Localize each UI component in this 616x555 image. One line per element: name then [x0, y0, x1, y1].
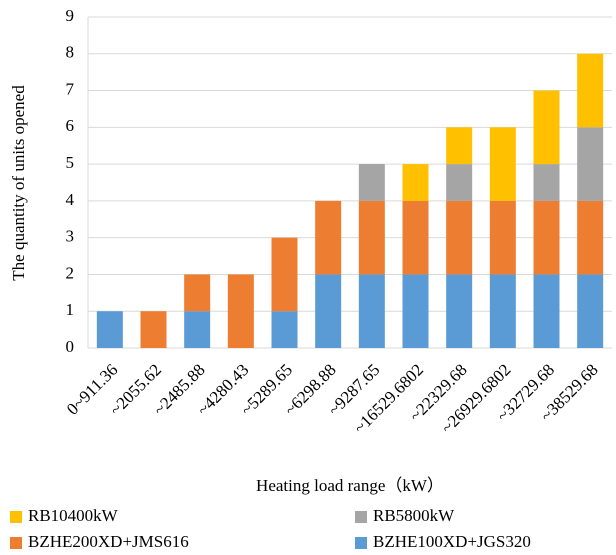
- y-axis-label: The quantity of units opened: [9, 85, 28, 281]
- legend-label: RB10400kW: [28, 506, 119, 525]
- bar-segment: [358, 200, 385, 275]
- bar-segment: [96, 311, 123, 348]
- legend-swatch: [355, 537, 367, 549]
- bar-segment: [315, 274, 342, 348]
- bar-segment: [184, 311, 211, 348]
- bar-segment: [446, 164, 473, 201]
- y-tick-label: 0: [66, 337, 75, 356]
- legend-label: BZHE200XD+JMS616: [28, 532, 189, 551]
- y-tick-label: 7: [66, 79, 75, 98]
- bar-segment: [489, 200, 516, 275]
- bar-segment: [271, 311, 298, 348]
- y-tick-label: 6: [66, 116, 75, 135]
- bar-segment: [533, 164, 560, 201]
- bar-segment: [577, 127, 604, 201]
- bar-segment: [577, 200, 604, 275]
- bar-segment: [446, 127, 473, 165]
- bar-segment: [489, 127, 516, 201]
- bar-segment: [577, 274, 604, 348]
- legend-swatch: [10, 511, 22, 523]
- bar-segment: [315, 200, 342, 275]
- y-tick-label: 2: [66, 263, 75, 282]
- bar-segment: [271, 237, 298, 312]
- bar-segment: [358, 274, 385, 348]
- bar-segment: [533, 274, 560, 348]
- bar-segment: [402, 200, 429, 275]
- bar-segment: [577, 53, 604, 128]
- y-tick-label: 4: [66, 190, 75, 209]
- y-tick-label: 5: [66, 153, 75, 172]
- bar-segment: [533, 200, 560, 275]
- y-tick-label: 3: [66, 227, 75, 246]
- y-tick-label: 9: [66, 6, 75, 25]
- bar-segment: [358, 164, 385, 201]
- bar-segment: [140, 311, 167, 348]
- legend-swatch: [10, 537, 22, 549]
- bar-segment: [446, 200, 473, 275]
- bar-segment: [402, 274, 429, 348]
- bar-segment: [227, 274, 254, 348]
- bar-segment: [446, 274, 473, 348]
- x-axis-label: Heating load range（kW）: [256, 476, 444, 495]
- y-tick-label: 1: [66, 300, 75, 319]
- legend-label: RB5800kW: [373, 506, 455, 525]
- y-tick-label: 8: [66, 43, 75, 62]
- legend-label: BZHE100XD+JGS320: [373, 532, 531, 551]
- bar-segment: [489, 274, 516, 348]
- bar-segment: [184, 274, 211, 312]
- bar-segment: [533, 90, 560, 165]
- bar-segment: [402, 164, 429, 201]
- legend-swatch: [355, 511, 367, 523]
